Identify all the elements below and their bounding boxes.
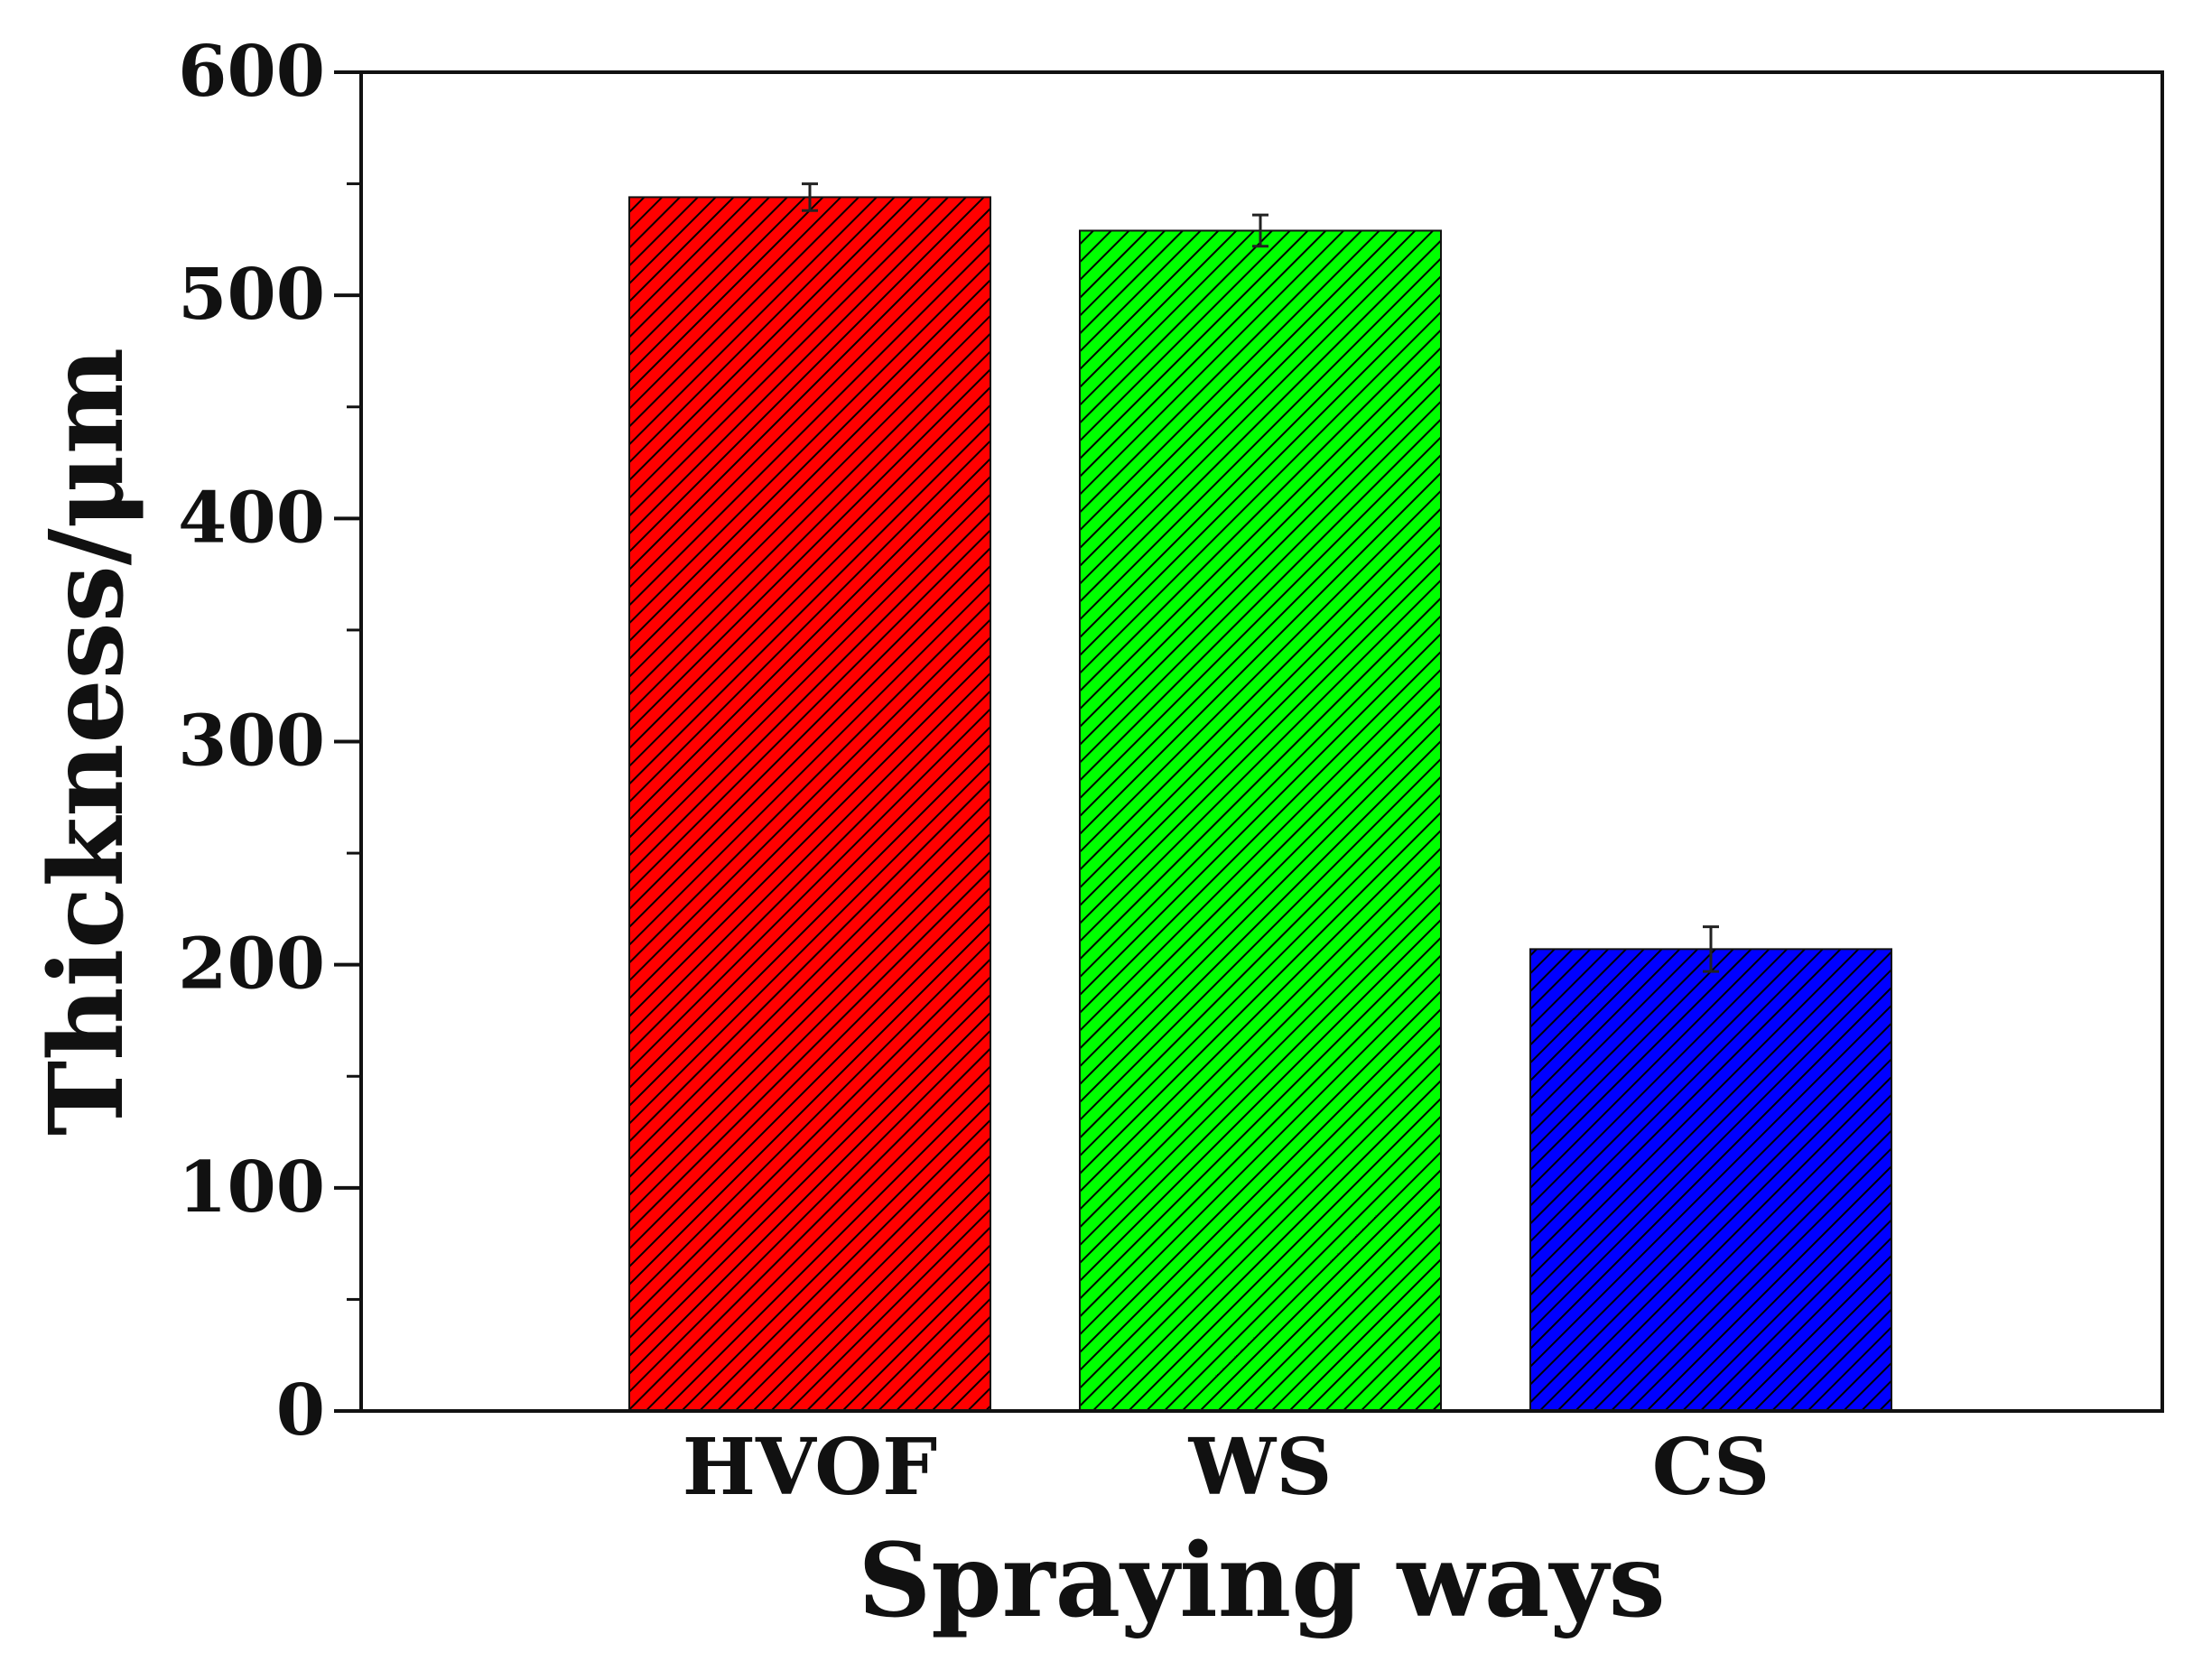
x-axis-category-labels: HVOF WS CS <box>683 1422 1770 1513</box>
error-bar-ws <box>1252 213 1268 248</box>
y-tick-label: 600 <box>178 31 325 113</box>
y-axis-ticks: 0 100 200 300 400 500 600 <box>178 31 361 1452</box>
category-label-ws: WS <box>1188 1422 1333 1513</box>
bar-ws <box>1079 229 1442 1413</box>
error-bar-hvof <box>802 182 818 212</box>
bar-hatch-ws <box>1079 229 1442 1413</box>
y-axis-title: Thickness/μm <box>28 348 146 1136</box>
y-tick-label: 100 <box>178 1146 325 1229</box>
y-tick-label: 300 <box>178 701 325 783</box>
x-axis-title: Spraying ways <box>858 1522 1665 1640</box>
y-tick-label: 0 <box>276 1369 325 1452</box>
bars-layer <box>628 196 1892 1413</box>
y-tick-label: 400 <box>178 477 325 559</box>
error-bars-layer <box>802 182 1719 973</box>
y-tick-label: 200 <box>178 924 325 1006</box>
category-label-hvof: HVOF <box>683 1422 937 1513</box>
error-bar-cs <box>1703 925 1719 973</box>
y-tick-label: 500 <box>178 254 325 336</box>
bar-hatch-cs <box>1529 948 1892 1412</box>
bar-hvof <box>628 196 991 1412</box>
category-label-cs: CS <box>1652 1422 1770 1513</box>
bar-hatch-hvof <box>628 196 991 1412</box>
bar-cs <box>1529 948 1892 1412</box>
